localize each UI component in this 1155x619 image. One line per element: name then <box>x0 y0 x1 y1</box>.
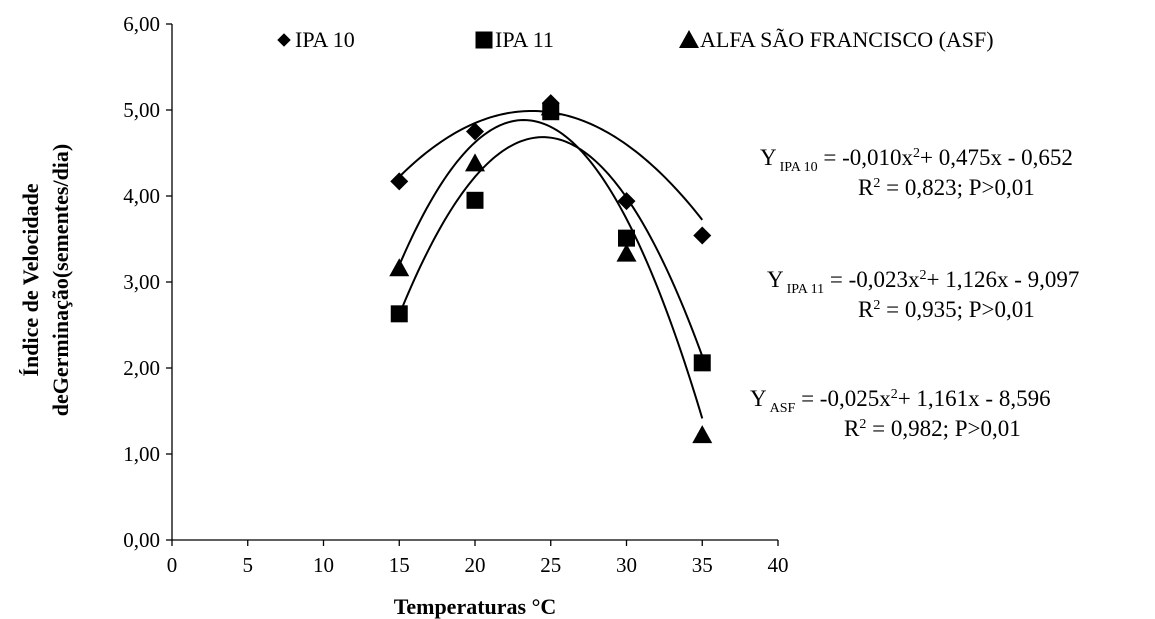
y-tick-label: 3,00 <box>123 270 160 294</box>
regression-equation: Y IPA 10 = -0,010x2+ 0,475x - 0,652 <box>760 145 1073 175</box>
x-tick-label: 0 <box>167 553 178 577</box>
fit-curve <box>398 119 704 419</box>
triangle-data-point <box>616 243 637 262</box>
legend-label: IPA 11 <box>495 27 554 52</box>
x-tick-label: 20 <box>465 553 486 577</box>
y-tick-label: 2,00 <box>123 356 160 380</box>
legend-square-marker <box>475 31 493 49</box>
r-squared-label: R2 = 0,935; P>0,01 <box>858 297 1035 322</box>
y-axis-title-line-2: deGerminação(sementes/dia) <box>48 144 73 417</box>
data-points <box>389 94 713 444</box>
y-tick-label: 6,00 <box>123 12 160 36</box>
square-data-point <box>466 191 484 209</box>
regression-equation: Y IPA 11 = -0,023x2+ 1,126x - 9,097 <box>767 267 1079 297</box>
triangle-data-point <box>465 153 485 172</box>
y-tick-label: 4,00 <box>123 184 160 208</box>
triangle-data-point <box>692 425 713 444</box>
diamond-data-point <box>390 172 409 191</box>
diamond-data-point <box>617 192 636 211</box>
legend: IPA 10 IPA 11 ALFA SÃO FRANCISCO (ASF) <box>277 27 994 52</box>
square-data-point <box>390 305 408 323</box>
y-tick-label: 1,00 <box>123 442 160 466</box>
x-tick-label: 30 <box>616 553 637 577</box>
fit-curves <box>398 109 704 419</box>
x-tick-label: 15 <box>389 553 410 577</box>
square-data-point <box>693 354 711 372</box>
y-tick-label: 0,00 <box>123 528 160 552</box>
x-tick-label: 10 <box>313 553 334 577</box>
regression-equation: Y ASF = -0,025x2+ 1,161x - 8,596 <box>750 386 1051 416</box>
fit-curve <box>398 136 704 357</box>
r-squared-label: R2 = 0,982; P>0,01 <box>844 416 1021 441</box>
axes: 0,00 1,00 2,00 3,00 4,00 5,00 6,00 0 5 10 15 20 25 30… <box>123 12 788 577</box>
legend-label: ALFA SÃO FRANCISCO (ASF) <box>700 27 994 52</box>
diamond-data-point <box>466 122 484 141</box>
legend-label: IPA 10 <box>295 27 355 52</box>
diamond-data-point <box>693 226 712 245</box>
square-data-point <box>618 229 635 247</box>
r-squared-label: R2 = 0,823; P>0,01 <box>858 175 1035 200</box>
legend-triangle-marker <box>679 30 699 48</box>
x-tick-label: 5 <box>243 553 254 577</box>
y-axis-title-line-1: Índice de Velocidade <box>18 183 43 376</box>
x-tick-label: 40 <box>768 553 789 577</box>
triangle-data-point <box>389 258 410 277</box>
triangle-data-point <box>540 97 561 116</box>
x-tick-label: 25 <box>540 553 561 577</box>
x-axis-title: Temperaturas °C <box>394 594 557 619</box>
legend-diamond-marker <box>277 33 291 47</box>
y-tick-label: 5,00 <box>123 98 160 122</box>
y-axis-title: Índice de Velocidade deGerminação(sement… <box>18 144 73 417</box>
x-tick-label: 35 <box>692 553 713 577</box>
